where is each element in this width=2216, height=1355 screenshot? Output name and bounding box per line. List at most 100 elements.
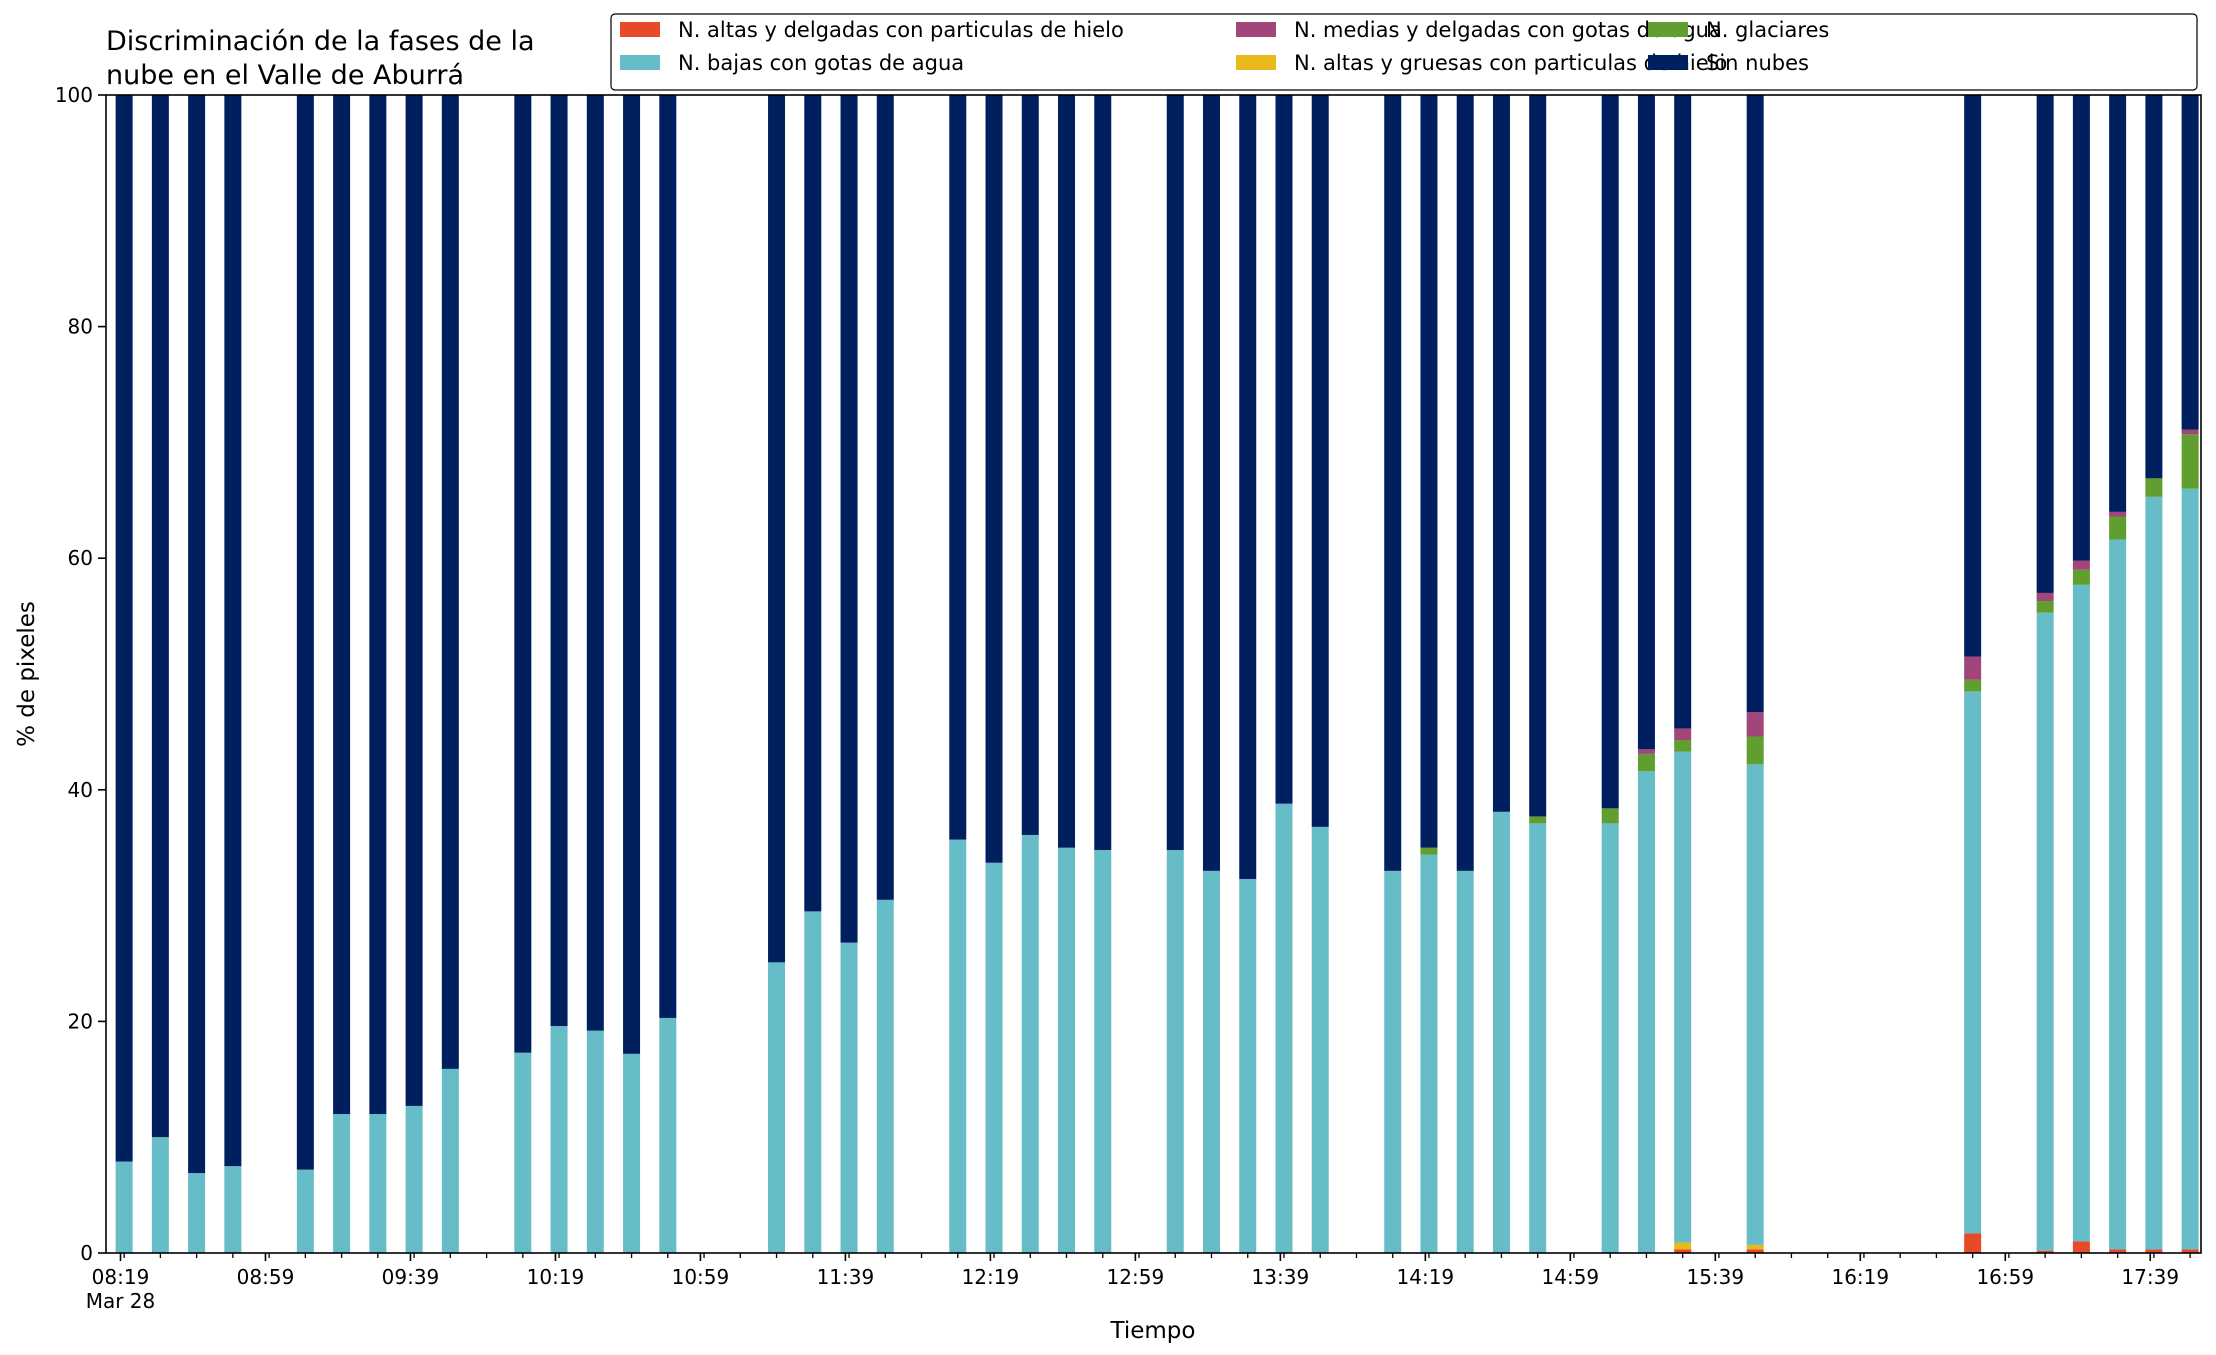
bar-segment [1964,656,1982,680]
bar-segment [1420,95,1438,848]
bar-segment [2145,1249,2163,1253]
bar-segment [2036,612,2054,1251]
bar-segment [1746,712,1764,737]
chart-title-line-2: nube en el Valle de Aburrá [106,60,464,91]
y-tick-label: 20 [68,1009,93,1033]
bar-stack [188,95,206,1253]
bar-segment [1674,1242,1692,1250]
bar-stack [1166,95,1184,1253]
bar-segment [1964,1233,1982,1253]
bar-segment [369,1114,387,1253]
bar-segment [1674,751,1692,1243]
legend-label: N. altas y delgadas con particulas de hi… [678,18,1124,42]
bar-segment [2145,95,2163,479]
bar-segment [188,95,206,1174]
y-axis-label: % de pixeles [14,601,40,747]
bar-segment [2181,95,2199,430]
plot-frame [105,94,2202,1254]
bar-stack [333,95,351,1253]
y-tick-label: 40 [68,778,93,802]
bar-segment [1384,95,1402,871]
bar-stack [1311,95,1329,1253]
bar-stack [804,95,822,1253]
bar-segment [876,899,894,1253]
bar-segment [2181,488,2199,1250]
bar-segment [1492,95,1510,812]
bar-stack [369,95,387,1253]
x-tick-label: 16:59 [1976,1265,2034,1289]
bar-segment [840,95,858,943]
bar-segment [2072,95,2090,561]
bar-segment [333,1114,351,1253]
bar-segment [2181,434,2199,489]
legend-item: N. glaciares [1648,18,1829,42]
legend-swatch [620,22,660,37]
bar-segment [768,962,786,1253]
bar-stack [2109,95,2127,1253]
bar-segment [1456,870,1474,1253]
bar-segment [1239,95,1257,879]
bar-segment [2072,560,2090,570]
x-axis-label: Tiempo [1110,1318,1196,1344]
bar-segment [804,911,822,1253]
bar-segment [1420,847,1438,855]
bar-segment [949,839,967,1253]
bar-segment [151,1137,169,1253]
bar-segment [2109,516,2127,540]
bar-segment [1166,850,1184,1253]
bar-stack [949,95,967,1253]
bar-stack [550,95,568,1253]
bar-segment [2109,1249,2127,1253]
bar-segment [586,95,604,1031]
bar-stack [659,95,677,1253]
bar-segment [1601,808,1619,824]
bar-segment [2036,601,2054,613]
bar-segment [224,95,242,1167]
legend-swatch [1236,55,1276,70]
bar-segment [441,95,459,1069]
bar-stack [1637,95,1655,1253]
bar-stack [1384,95,1402,1253]
bar-segment [1021,95,1039,835]
bar-segment [1275,95,1293,804]
legend-swatch [1648,55,1688,70]
bar-stack [2181,95,2199,1253]
legend: N. altas y delgadas con particulas de hi… [610,13,2198,91]
x-tick-label: 10:19 [527,1265,585,1289]
bar-segment [296,1169,314,1253]
bar-stack [1456,95,1474,1253]
bar-segment [2109,511,2127,517]
bar-segment [1674,740,1692,752]
bar-segment [1420,854,1438,1253]
y-tick-label: 0 [80,1241,93,1265]
legend-swatch [1648,22,1688,37]
bar-segment [2036,95,2054,593]
bar-segment [2109,95,2127,512]
bar-segment [1275,803,1293,1253]
bar-segment [623,1053,641,1253]
bar-stack [2036,95,2054,1253]
legend-item: N. bajas con gotas de agua [620,51,964,75]
bar-segment [659,1017,677,1253]
bar-segment [1239,878,1257,1253]
bar-segment [586,1030,604,1253]
x-tick-label: 14:19 [1397,1265,1455,1289]
bar-stack [1964,95,1982,1253]
bar-segment [985,862,1003,1253]
bar-segment [1601,95,1619,809]
bar-stack [2072,95,2090,1253]
bar-stack [840,95,858,1253]
bar-stack [1746,95,1764,1253]
bars-layer [115,95,2199,1253]
bar-segment [659,95,677,1018]
bar-segment [1492,811,1510,1253]
x-tick-label: 12:19 [962,1265,1020,1289]
y-axis: 0 20 40 60 80 100 [55,83,106,1265]
y-tick-label: 80 [68,315,93,339]
bar-segment [1601,823,1619,1253]
bar-segment [985,95,1003,863]
bar-stack [1094,95,1112,1253]
bar-segment [1202,870,1220,1253]
bar-segment [514,1052,532,1253]
